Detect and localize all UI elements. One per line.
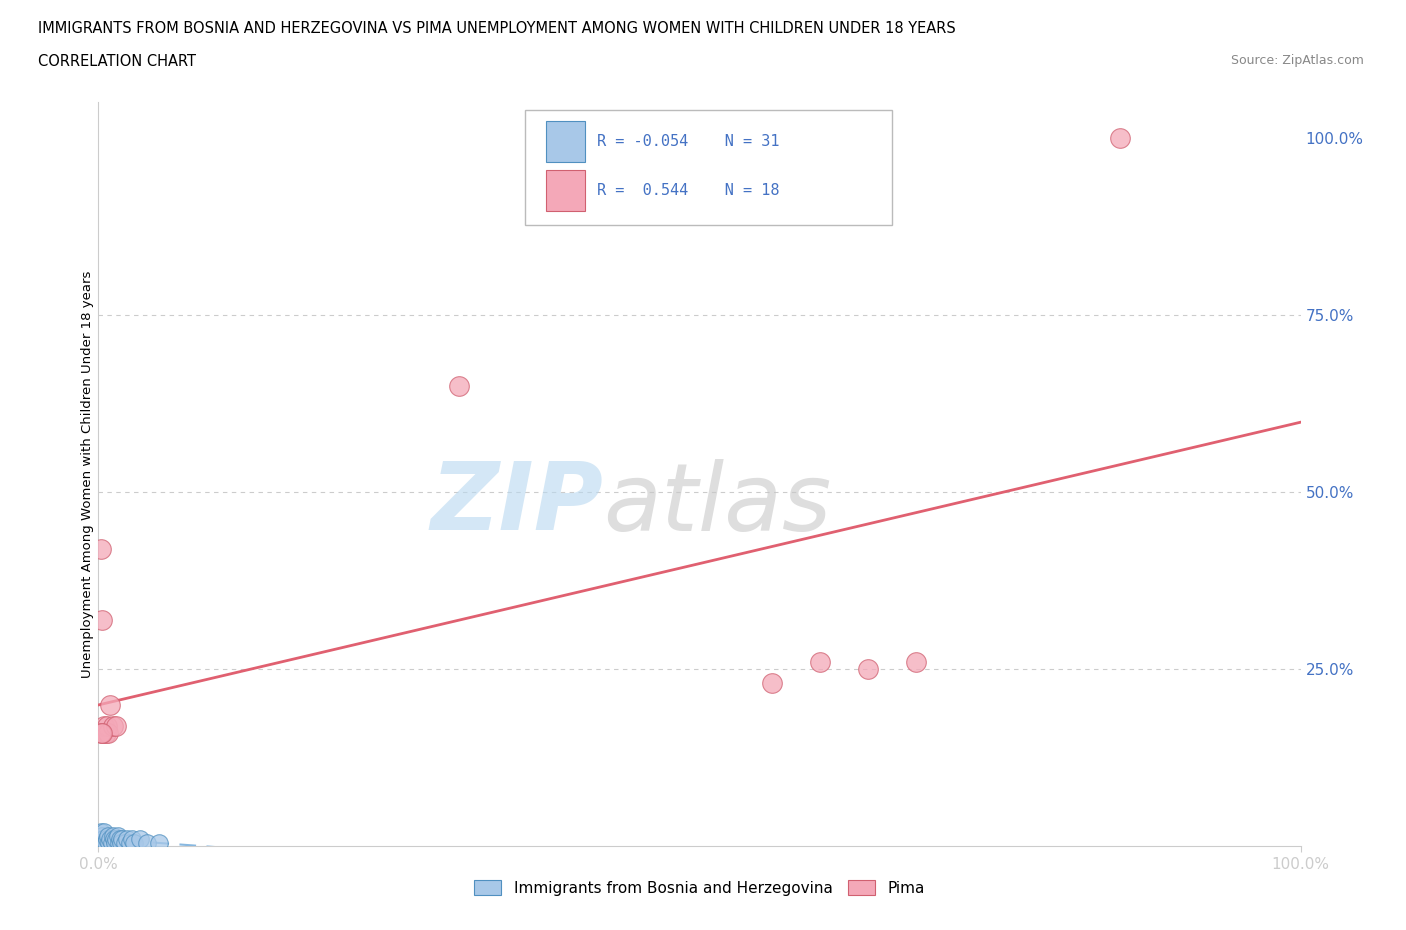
Point — [93, 835, 115, 850]
Point — [104, 835, 127, 850]
Point — [101, 829, 124, 844]
FancyBboxPatch shape — [526, 110, 891, 225]
Point — [447, 379, 470, 393]
Point — [93, 718, 115, 733]
Point — [93, 825, 115, 840]
Point — [108, 831, 131, 846]
Point — [90, 831, 112, 846]
Y-axis label: Unemployment Among Women with Children Under 18 years: Unemployment Among Women with Children U… — [80, 271, 94, 678]
Point — [135, 835, 157, 850]
Point — [91, 725, 114, 740]
Legend: Immigrants from Bosnia and Herzegovina, Pima: Immigrants from Bosnia and Herzegovina, … — [468, 874, 931, 902]
Point — [100, 831, 122, 846]
Point — [121, 831, 143, 846]
Text: R = -0.054    N = 31: R = -0.054 N = 31 — [598, 134, 780, 149]
Point — [90, 541, 112, 556]
Point — [148, 835, 170, 850]
Point — [105, 718, 128, 733]
Point — [101, 718, 124, 733]
Point — [91, 829, 114, 844]
Point — [97, 829, 120, 844]
Point — [761, 676, 783, 691]
Point — [91, 612, 114, 627]
Point — [105, 831, 128, 846]
Point — [98, 835, 121, 850]
Bar — [546, 169, 585, 210]
Point — [100, 835, 122, 850]
Text: Source: ZipAtlas.com: Source: ZipAtlas.com — [1230, 54, 1364, 67]
Text: atlas: atlas — [603, 458, 831, 550]
Point — [96, 831, 118, 846]
Point — [94, 725, 117, 740]
Point — [97, 725, 120, 740]
Point — [90, 725, 112, 740]
Point — [89, 835, 111, 850]
Point — [129, 831, 152, 846]
Point — [103, 831, 125, 846]
Point — [1109, 130, 1132, 145]
Point — [100, 698, 122, 712]
Point — [91, 831, 114, 846]
Point — [856, 662, 879, 677]
Point — [118, 835, 141, 850]
Point — [107, 829, 129, 844]
Point — [96, 718, 118, 733]
Bar — [546, 121, 585, 162]
Point — [110, 835, 132, 850]
Point — [808, 655, 831, 670]
Point — [91, 725, 114, 740]
Point — [111, 831, 134, 846]
Text: ZIP: ZIP — [430, 458, 603, 550]
Point — [91, 835, 114, 850]
Text: CORRELATION CHART: CORRELATION CHART — [38, 54, 195, 69]
Point — [90, 825, 112, 840]
Point — [108, 835, 131, 850]
Text: R =  0.544    N = 18: R = 0.544 N = 18 — [598, 182, 780, 197]
Point — [904, 655, 927, 670]
Point — [114, 835, 136, 850]
Point — [94, 835, 117, 850]
Text: IMMIGRANTS FROM BOSNIA AND HERZEGOVINA VS PIMA UNEMPLOYMENT AMONG WOMEN WITH CHI: IMMIGRANTS FROM BOSNIA AND HERZEGOVINA V… — [38, 21, 956, 36]
Point — [124, 835, 146, 850]
Point — [117, 831, 139, 846]
